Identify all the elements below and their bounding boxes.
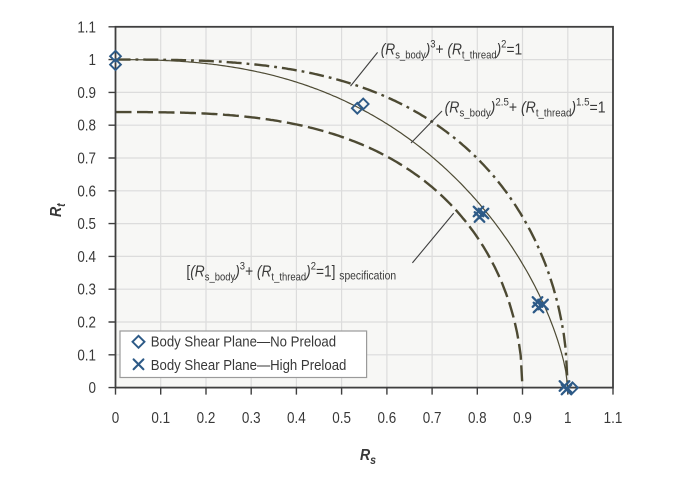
svg-text:0.4: 0.4 xyxy=(77,249,96,266)
svg-text:0: 0 xyxy=(89,380,96,397)
svg-text:Body Shear Plane—High Preload: Body Shear Plane—High Preload xyxy=(151,356,347,373)
svg-text:1: 1 xyxy=(564,410,571,427)
svg-text:0.8: 0.8 xyxy=(77,118,96,135)
svg-text:0.6: 0.6 xyxy=(77,183,96,200)
svg-text:0.8: 0.8 xyxy=(468,410,487,427)
svg-text:0.7: 0.7 xyxy=(423,410,442,427)
svg-text:[(Rs_body)3+ (Rt_thread)2=1] s: [(Rs_body)3+ (Rt_thread)2=1] specificati… xyxy=(186,261,396,284)
svg-text:0.1: 0.1 xyxy=(77,347,96,364)
svg-text:0: 0 xyxy=(112,410,119,427)
svg-text:0.1: 0.1 xyxy=(151,410,170,427)
svg-text:0.4: 0.4 xyxy=(287,410,306,427)
svg-text:0.6: 0.6 xyxy=(378,410,397,427)
svg-text:(Rs_body)3+ (Rt_thread)2=1: (Rs_body)3+ (Rt_thread)2=1 xyxy=(381,39,522,62)
svg-text:0.5: 0.5 xyxy=(77,216,96,233)
svg-text:0.3: 0.3 xyxy=(242,410,261,427)
svg-text:Body Shear Plane—No Preload: Body Shear Plane—No Preload xyxy=(151,333,336,350)
svg-text:1.1: 1.1 xyxy=(77,19,96,36)
svg-text:1: 1 xyxy=(89,52,96,69)
svg-text:0.9: 0.9 xyxy=(513,410,532,427)
svg-text:0.2: 0.2 xyxy=(197,410,216,427)
svg-text:0.9: 0.9 xyxy=(77,85,96,102)
svg-text:(Rs_body)2.5+ (Rt_thread)1.5=1: (Rs_body)2.5+ (Rt_thread)1.5=1 xyxy=(445,97,606,120)
svg-text:0.3: 0.3 xyxy=(77,282,96,299)
svg-text:0.2: 0.2 xyxy=(77,315,96,332)
svg-text:0.5: 0.5 xyxy=(332,410,351,427)
svg-text:1.1: 1.1 xyxy=(604,410,623,427)
svg-text:0.7: 0.7 xyxy=(77,151,96,168)
